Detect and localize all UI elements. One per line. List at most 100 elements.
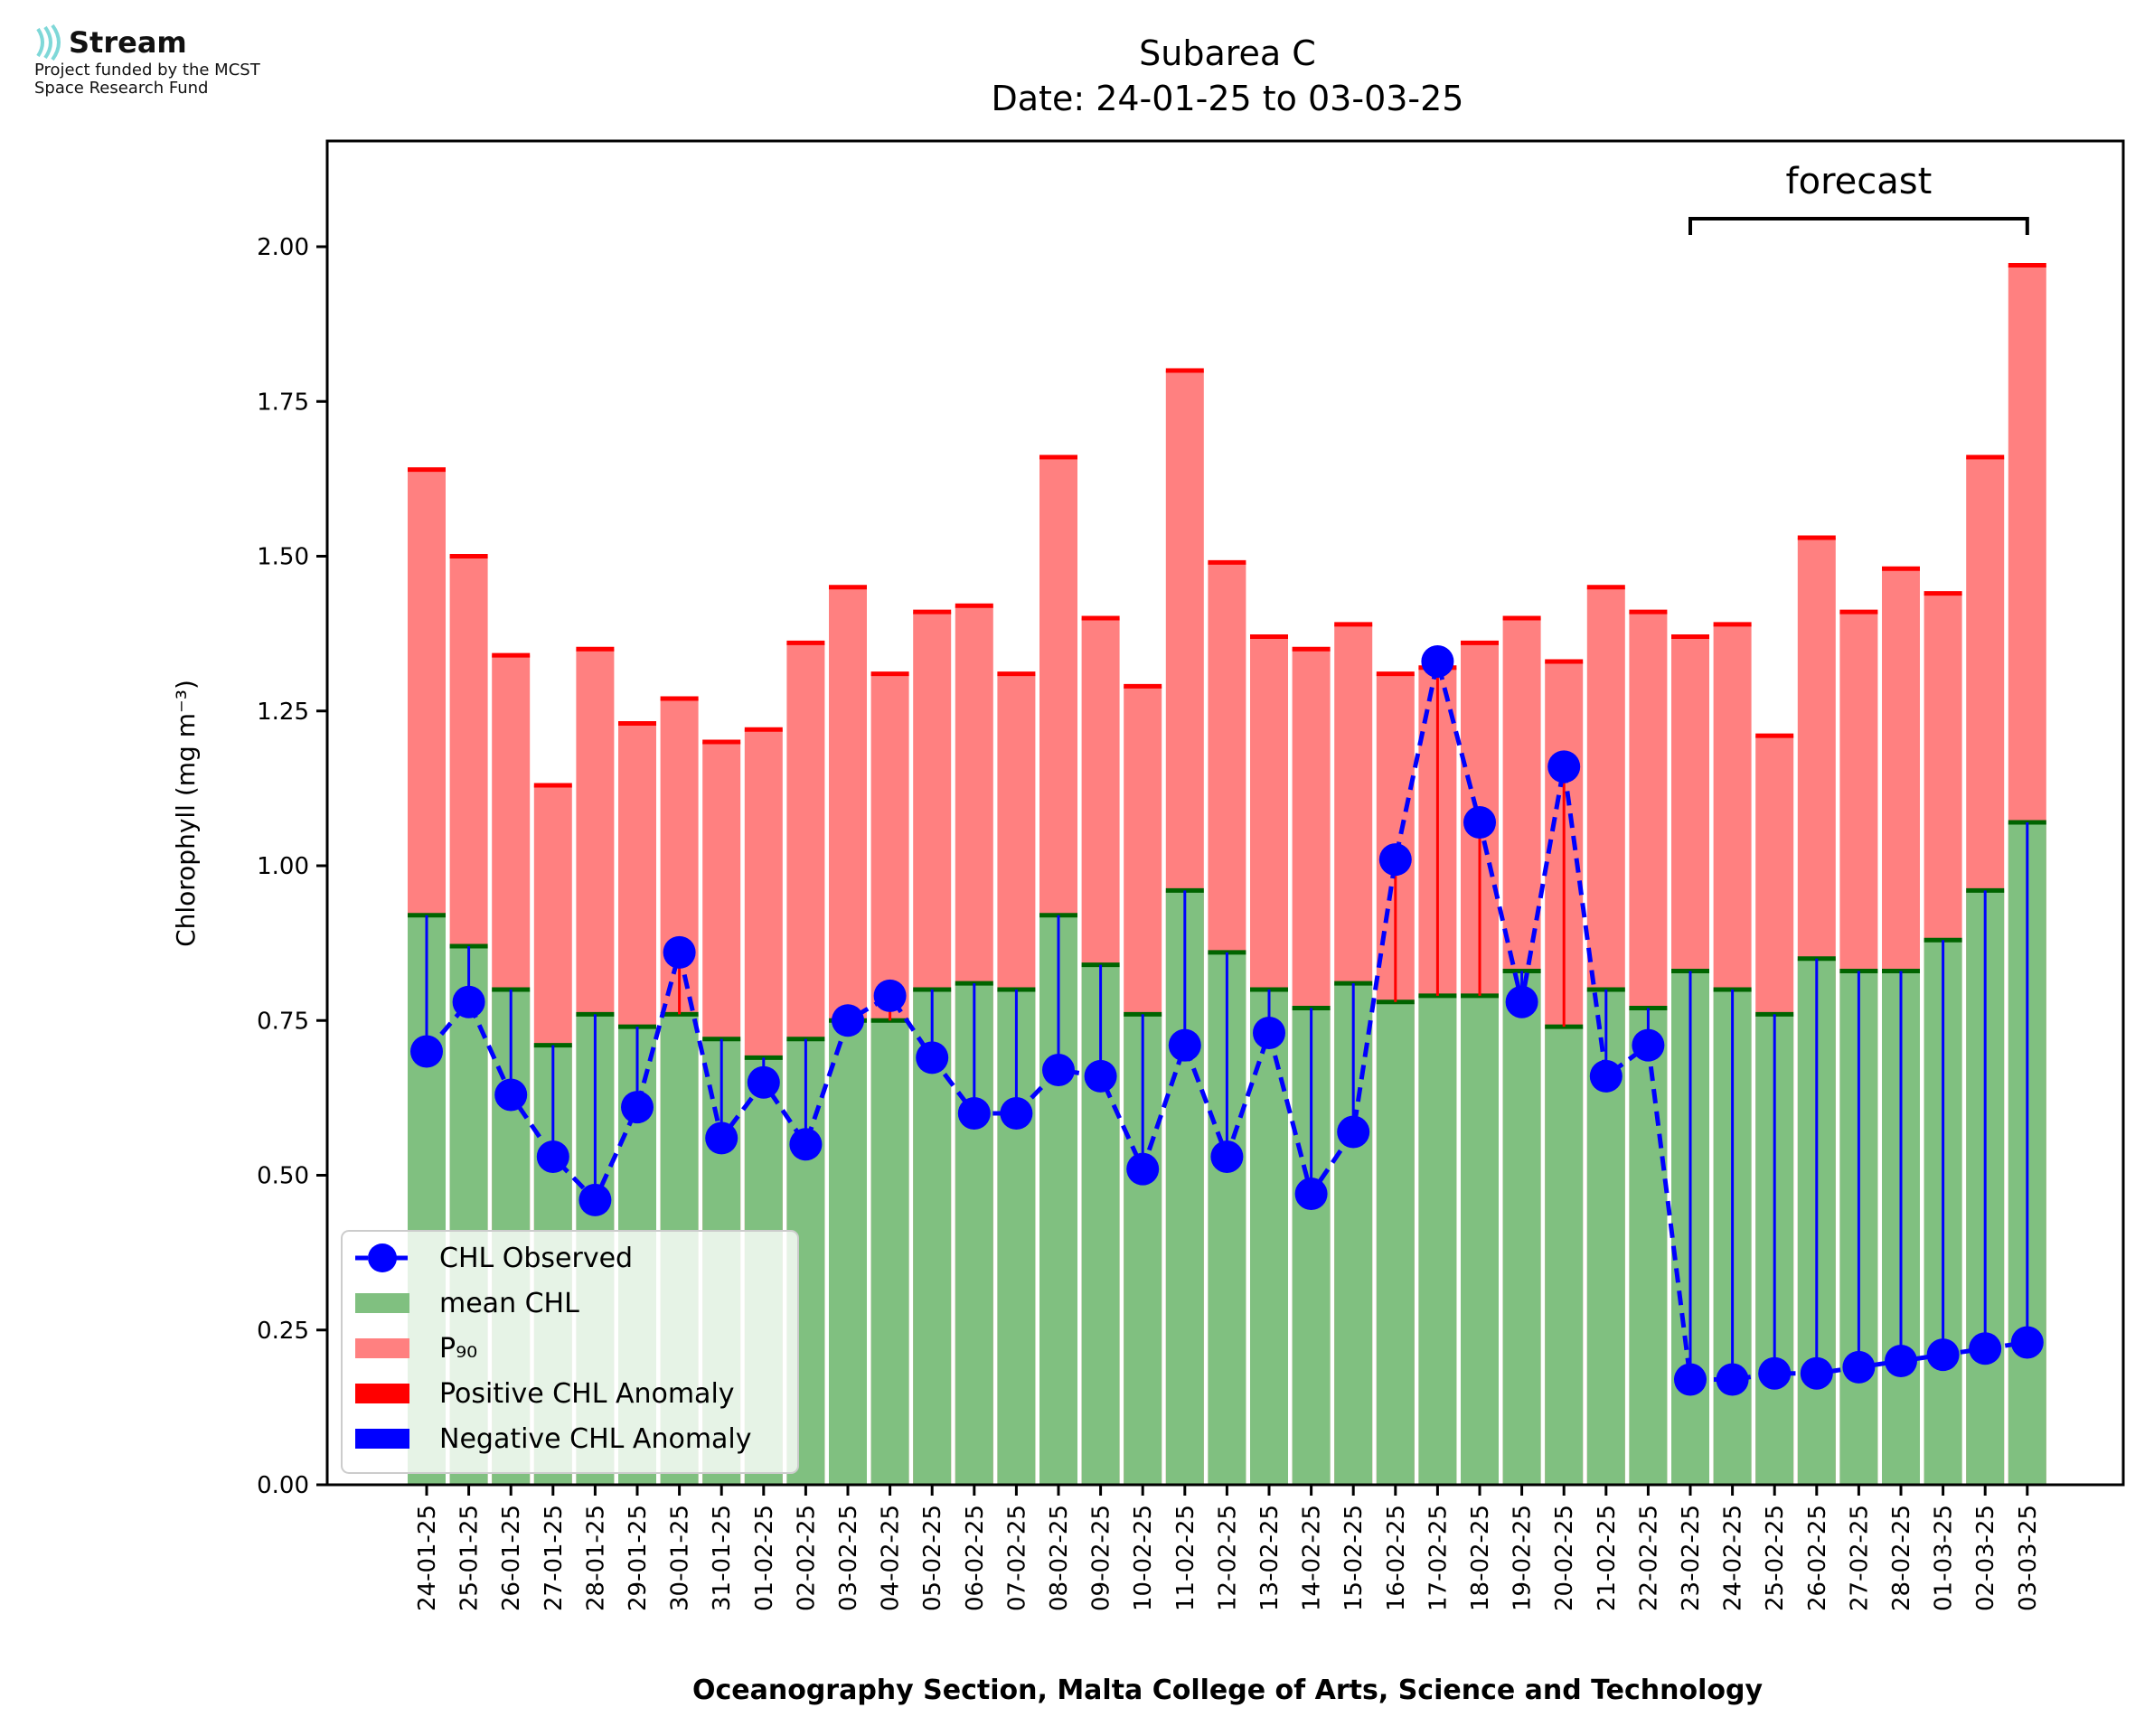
observed-layer [410, 644, 2044, 1396]
funding-line-2: Space Research Fund [34, 79, 209, 98]
observed-point [1294, 1178, 1328, 1211]
observed-point [1505, 985, 1538, 1018]
observed-point [1716, 1363, 1749, 1396]
y-tick-label: 0.25 [257, 1318, 309, 1345]
observed-point [663, 935, 696, 969]
y-tick-label: 0.00 [257, 1472, 309, 1499]
x-tick-label: 18-02-25 [1467, 1505, 1494, 1611]
observed-point [1253, 1016, 1285, 1049]
y-tick-label: 2.00 [257, 234, 309, 261]
mean-bar [1545, 1027, 1584, 1485]
mean-bar [870, 1020, 909, 1485]
observed-point [832, 1004, 864, 1037]
observed-point [1210, 1140, 1244, 1173]
y-axis: 0.00 0.25 0.50 0.75 1.00 1.25 1.50 1.75 2.00 [257, 234, 327, 1499]
x-tick-label: 16-02-25 [1383, 1505, 1410, 1611]
observed-point [1758, 1356, 1792, 1390]
plot-frame [325, 139, 2125, 1487]
x-tick-label: 06-02-25 [962, 1505, 989, 1611]
x-tick-label: 21-02-25 [1594, 1505, 1621, 1611]
legend-label: P₉₀ [439, 1333, 477, 1365]
observed-point [747, 1065, 780, 1099]
x-tick-label: 24-02-25 [1720, 1505, 1747, 1611]
legend-marker-swatch [368, 1243, 397, 1272]
x-tick-label: 26-01-25 [498, 1505, 525, 1611]
legend-label: CHL Observed [439, 1243, 633, 1274]
observed-point [1885, 1345, 1917, 1377]
legend-box [341, 1230, 799, 1474]
x-tick-label: 02-03-25 [1972, 1505, 1999, 1611]
legend-patch-swatch [355, 1429, 409, 1449]
forecast-bracket: forecast [1688, 161, 2029, 235]
y-tick-label: 1.50 [257, 544, 309, 571]
observed-point [1800, 1356, 1833, 1390]
x-tick-label: 28-01-25 [582, 1505, 609, 1611]
legend-label: Negative CHL Anomaly [439, 1423, 752, 1455]
x-tick-label: 25-01-25 [456, 1505, 484, 1611]
y-tick-label: 1.75 [257, 389, 309, 416]
x-tick-label: 13-02-25 [1256, 1505, 1284, 1611]
observed-point [1042, 1054, 1075, 1087]
observed-point [1463, 806, 1496, 840]
forecast-bracket-line [1688, 217, 2029, 235]
stream-wave-icon [36, 23, 61, 61]
x-tick-label: 05-02-25 [919, 1505, 946, 1611]
x-tick-label: 27-02-25 [1846, 1505, 1873, 1611]
x-tick-label: 09-02-25 [1088, 1505, 1115, 1611]
observed-point [1126, 1152, 1160, 1186]
chart-title: Subarea C [1139, 33, 1316, 73]
observed-point [1168, 1028, 1201, 1062]
observed-point [873, 979, 907, 1012]
mean-bar [1502, 971, 1541, 1485]
x-tick-label: 25-02-25 [1762, 1505, 1789, 1611]
observed-point [1926, 1338, 1960, 1372]
y-tick-label: 1.25 [257, 699, 309, 726]
observed-point [957, 1097, 991, 1130]
observed-point [452, 985, 485, 1018]
observed-point [536, 1140, 569, 1173]
x-tick-label: 15-02-25 [1340, 1505, 1368, 1611]
x-tick-label: 27-01-25 [541, 1505, 568, 1611]
observed-point [621, 1091, 654, 1124]
x-tick-label: 17-02-25 [1425, 1505, 1452, 1611]
anomaly-layer [425, 661, 2029, 1380]
x-tick-label: 12-02-25 [1214, 1505, 1241, 1611]
forecast-label: forecast [1786, 161, 1933, 202]
x-tick-label: 19-02-25 [1510, 1505, 1537, 1611]
x-tick-label: 04-02-25 [878, 1505, 905, 1611]
observed-point [578, 1183, 612, 1216]
observed-point [1674, 1363, 1707, 1396]
observed-point [1337, 1115, 1370, 1149]
x-tick-label: 22-02-25 [1635, 1505, 1662, 1611]
x-tick-label: 03-03-25 [2015, 1505, 2042, 1611]
legend: CHL Observed mean CHL P₉₀ Positive CHL Anom… [341, 1230, 799, 1474]
x-axis: 24-01-25 25-01-25 26-01-25 27-01-25 28-01-25… [414, 1485, 2042, 1611]
x-tick-label: 02-02-25 [793, 1505, 820, 1611]
x-tick-label: 14-02-25 [1299, 1505, 1326, 1611]
x-tick-label: 11-02-25 [1172, 1505, 1199, 1611]
x-tick-label: 03-02-25 [835, 1505, 862, 1611]
observed-point [1547, 750, 1581, 784]
observed-point [1000, 1097, 1033, 1130]
mean-bar [1376, 1001, 1415, 1485]
y-tick-label: 0.75 [257, 1008, 309, 1035]
chart-subtitle: Date: 24-01-25 to 03-03-25 [992, 79, 1464, 118]
mean-bar [1629, 1008, 1668, 1485]
x-tick-label: 20-02-25 [1551, 1505, 1578, 1611]
observed-point [1421, 644, 1454, 678]
mean-bar [1418, 995, 1457, 1485]
x-tick-label: 08-02-25 [1046, 1505, 1073, 1611]
y-axis-label: Chlorophyll (mg m⁻³) [171, 680, 201, 947]
x-tick-label: 28-02-25 [1888, 1505, 1915, 1611]
observed-point [1842, 1350, 1876, 1384]
observed-point [1084, 1059, 1117, 1093]
x-tick-label: 07-02-25 [1003, 1505, 1030, 1611]
observed-point [2010, 1326, 2044, 1359]
stream-name: Stream [69, 25, 187, 60]
observed-point [1378, 843, 1412, 877]
legend-patch-swatch [355, 1384, 409, 1403]
stream-brand: Stream [34, 23, 260, 61]
x-tick-label: 01-03-25 [1931, 1505, 1958, 1611]
observed-point [789, 1128, 823, 1161]
x-tick-label: 29-01-25 [625, 1505, 652, 1611]
